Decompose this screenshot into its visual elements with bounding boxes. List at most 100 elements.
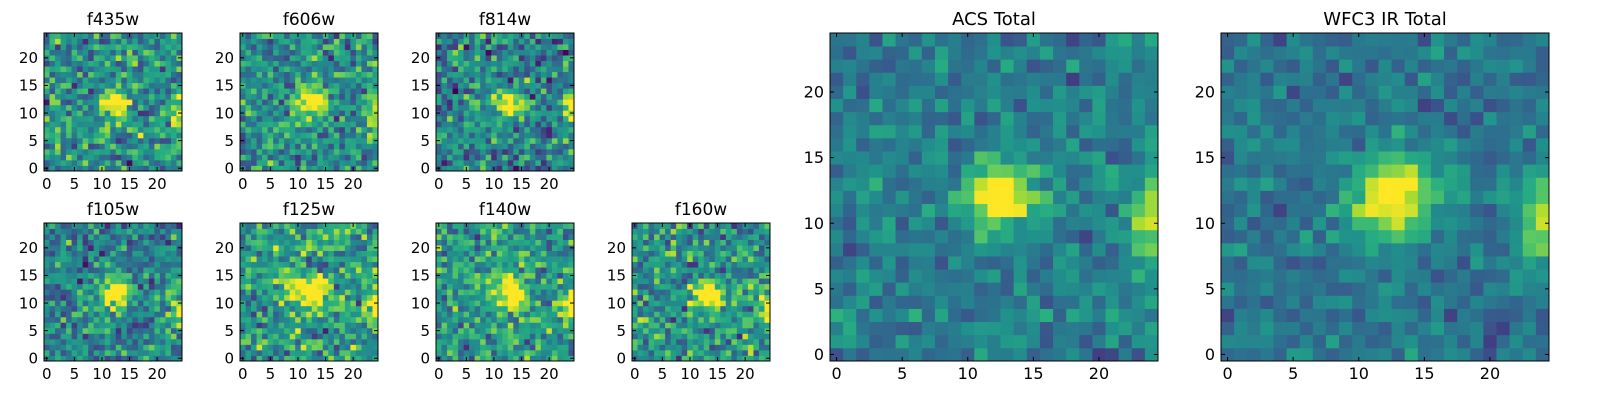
- heatmap-cell: [518, 283, 525, 290]
- heatmap-cell: [469, 338, 476, 345]
- heatmap-cell: [267, 311, 274, 318]
- heatmap-cell: [463, 121, 470, 128]
- heatmap-cell: [507, 143, 514, 150]
- heatmap-cell: [110, 93, 117, 100]
- heatmap-cell: [148, 93, 155, 100]
- heatmap-cell: [758, 261, 765, 268]
- heatmap-cell: [104, 115, 111, 122]
- heatmap-cell: [262, 344, 268, 351]
- heatmap-cell: [720, 278, 727, 285]
- heatmap-cell: [687, 283, 694, 290]
- heatmap-cell: [284, 82, 291, 89]
- heatmap-cell: [256, 82, 263, 89]
- heatmap-cell: [273, 154, 280, 161]
- heatmap-cell: [240, 239, 246, 246]
- heatmap-cell: [830, 256, 844, 270]
- heatmap-cell: [908, 216, 923, 231]
- heatmap-cell: [159, 44, 166, 50]
- heatmap-cell: [306, 333, 313, 340]
- heatmap-cell: [306, 344, 313, 351]
- heatmap-cell: [987, 164, 1001, 178]
- heatmap-cell: [176, 154, 183, 161]
- heatmap-cell: [551, 344, 558, 351]
- heatmap-cell: [49, 250, 56, 257]
- heatmap-cell: [300, 121, 307, 128]
- heatmap-cell: [93, 82, 100, 89]
- heatmap-cell: [132, 159, 139, 166]
- heatmap-cell: [159, 159, 166, 166]
- heatmap-cell: [557, 66, 564, 73]
- heatmap-cell: [546, 121, 553, 128]
- heatmap-cell: [961, 308, 975, 323]
- heatmap-cell: [480, 99, 487, 106]
- heatmap-cell: [137, 121, 144, 128]
- heatmap-cell: [535, 338, 542, 345]
- heatmap-cell: [251, 132, 257, 139]
- heatmap-cell: [77, 143, 84, 150]
- heatmap-cell: [333, 261, 340, 268]
- heatmap-cell: [344, 228, 351, 235]
- heatmap-cell: [88, 55, 95, 61]
- heatmap-cell: [540, 294, 547, 301]
- heatmap-cell: [491, 267, 498, 274]
- heatmap-cell: [452, 88, 459, 95]
- heatmap-cell: [648, 245, 655, 251]
- heatmap-cell: [154, 267, 161, 274]
- y-tick-label: 0: [420, 349, 430, 367]
- heatmap-cell: [882, 256, 896, 270]
- heatmap-cell: [306, 283, 313, 290]
- heatmap-cell: [289, 311, 296, 318]
- heatmap-cell: [66, 126, 72, 133]
- heatmap-cell: [1144, 321, 1159, 336]
- heatmap-cell: [648, 322, 655, 329]
- heatmap-cell: [540, 256, 547, 263]
- heatmap-cell: [88, 311, 95, 318]
- heatmap-cell: [843, 151, 857, 165]
- heatmap-cell: [557, 126, 564, 133]
- heatmap-cell: [267, 77, 274, 84]
- heatmap-cell: [524, 99, 531, 106]
- heatmap-cell: [240, 311, 246, 318]
- heatmap-cell: [306, 311, 313, 318]
- heatmap-cell: [551, 143, 558, 150]
- heatmap-cell: [262, 234, 268, 240]
- heatmap-cell: [339, 327, 346, 334]
- heatmap-cell: [372, 223, 379, 229]
- heatmap-cell: [714, 245, 721, 251]
- heatmap-cell: [507, 38, 514, 45]
- heatmap-cell: [300, 143, 307, 150]
- heatmap-cell: [709, 311, 716, 318]
- heatmap-cell: [654, 289, 660, 296]
- heatmap-cell: [110, 115, 117, 122]
- heatmap-cell: [132, 132, 139, 139]
- heatmap-cell: [88, 165, 95, 172]
- heatmap-cell: [709, 300, 716, 307]
- heatmap-cell: [110, 311, 117, 318]
- heatmap-cell: [491, 38, 498, 45]
- heatmap-cell: [463, 327, 470, 334]
- heatmap-cell: [1039, 308, 1054, 323]
- heatmap-cell: [1092, 347, 1106, 362]
- heatmap-cell: [159, 327, 166, 334]
- heatmap-cell: [447, 82, 453, 89]
- heatmap-cell: [306, 256, 313, 263]
- heatmap-cell: [974, 203, 988, 218]
- heatmap-cell: [311, 300, 318, 307]
- heatmap-cell: [372, 88, 379, 95]
- heatmap-cell: [77, 38, 84, 45]
- heatmap-cell: [1026, 216, 1041, 231]
- heatmap-cell: [546, 93, 553, 100]
- heatmap-cell: [165, 137, 172, 144]
- heatmap-cell: [535, 311, 542, 318]
- heatmap-cell: [132, 223, 139, 229]
- heatmap-cell: [132, 305, 139, 312]
- heatmap-cell: [165, 316, 172, 323]
- heatmap-cell: [300, 333, 307, 340]
- heatmap-cell: [372, 267, 379, 274]
- heatmap-cell: [311, 261, 318, 268]
- heatmap-cell: [452, 294, 459, 301]
- heatmap-cell: [165, 115, 172, 122]
- heatmap-cell: [513, 338, 520, 345]
- heatmap-cell: [568, 283, 575, 290]
- heatmap-cell: [736, 349, 743, 356]
